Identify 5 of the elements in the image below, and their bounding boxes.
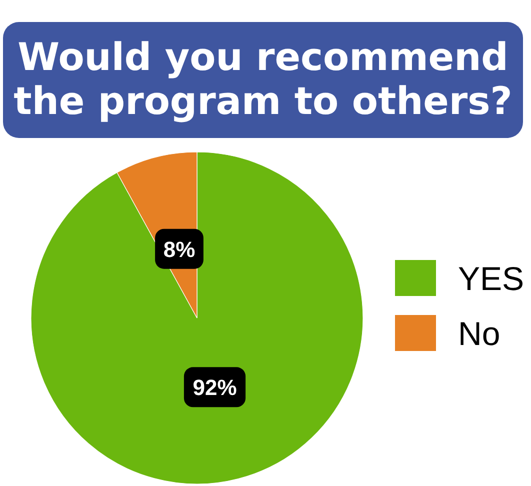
legend-label: YES	[458, 260, 524, 297]
data-label: 8%	[163, 236, 196, 262]
legend-label: No	[458, 315, 500, 352]
chart-title: Would you recommend the program to others?	[14, 35, 512, 123]
data-label: 92%	[192, 375, 237, 400]
